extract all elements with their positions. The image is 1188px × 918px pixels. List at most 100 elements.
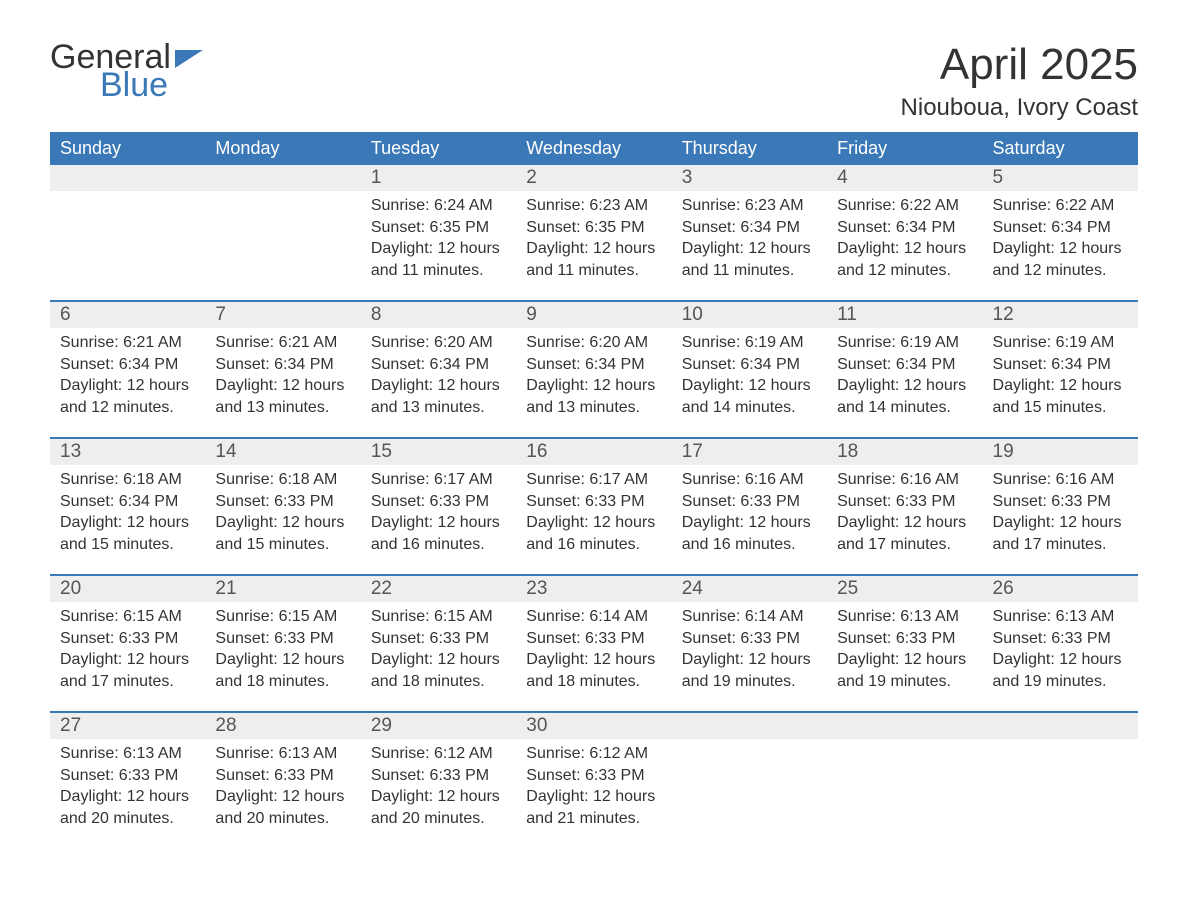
sunset-line: Sunset: 6:33 PM — [682, 491, 817, 513]
daylight-line: Daylight: 12 hours and 18 minutes. — [526, 649, 661, 692]
sunset-line: Sunset: 6:34 PM — [371, 354, 506, 376]
day-content-cell: Sunrise: 6:21 AMSunset: 6:34 PMDaylight:… — [50, 328, 205, 438]
sunrise-line: Sunrise: 6:18 AM — [60, 469, 195, 491]
content-row: Sunrise: 6:24 AMSunset: 6:35 PMDaylight:… — [50, 191, 1138, 301]
sunrise-line: Sunrise: 6:13 AM — [215, 743, 350, 765]
day-content-cell: Sunrise: 6:13 AMSunset: 6:33 PMDaylight:… — [50, 739, 205, 849]
calendar-body: 12345Sunrise: 6:24 AMSunset: 6:35 PMDayl… — [50, 165, 1138, 849]
sunrise-line: Sunrise: 6:22 AM — [837, 195, 972, 217]
sunrise-line: Sunrise: 6:19 AM — [682, 332, 817, 354]
sunrise-line: Sunrise: 6:13 AM — [837, 606, 972, 628]
day-number-cell — [205, 165, 360, 191]
daynum-row: 27282930 — [50, 712, 1138, 739]
day-number-cell: 16 — [516, 438, 671, 465]
day-number-cell: 24 — [672, 575, 827, 602]
sunrise-line: Sunrise: 6:15 AM — [371, 606, 506, 628]
day-content-cell: Sunrise: 6:22 AMSunset: 6:34 PMDaylight:… — [827, 191, 982, 301]
daylight-line: Daylight: 12 hours and 17 minutes. — [60, 649, 195, 692]
sunset-line: Sunset: 6:34 PM — [837, 354, 972, 376]
sunrise-line: Sunrise: 6:21 AM — [60, 332, 195, 354]
sunrise-line: Sunrise: 6:13 AM — [993, 606, 1128, 628]
day-number-cell: 18 — [827, 438, 982, 465]
sunset-line: Sunset: 6:33 PM — [526, 628, 661, 650]
daylight-line: Daylight: 12 hours and 13 minutes. — [215, 375, 350, 418]
sunrise-line: Sunrise: 6:23 AM — [526, 195, 661, 217]
sunset-line: Sunset: 6:33 PM — [215, 628, 350, 650]
sunset-line: Sunset: 6:34 PM — [837, 217, 972, 239]
day-content-cell: Sunrise: 6:16 AMSunset: 6:33 PMDaylight:… — [827, 465, 982, 575]
day-number-cell: 20 — [50, 575, 205, 602]
day-content-cell: Sunrise: 6:18 AMSunset: 6:34 PMDaylight:… — [50, 465, 205, 575]
day-content-cell: Sunrise: 6:20 AMSunset: 6:34 PMDaylight:… — [361, 328, 516, 438]
sunset-line: Sunset: 6:35 PM — [526, 217, 661, 239]
day-number-cell — [827, 712, 982, 739]
sunset-line: Sunset: 6:34 PM — [993, 217, 1128, 239]
day-content-cell: Sunrise: 6:13 AMSunset: 6:33 PMDaylight:… — [205, 739, 360, 849]
sunrise-line: Sunrise: 6:13 AM — [60, 743, 195, 765]
logo-word-blue: Blue — [100, 68, 203, 102]
daylight-line: Daylight: 12 hours and 12 minutes. — [60, 375, 195, 418]
sunset-line: Sunset: 6:34 PM — [526, 354, 661, 376]
day-content-cell — [205, 191, 360, 301]
day-number-cell: 27 — [50, 712, 205, 739]
sunrise-line: Sunrise: 6:24 AM — [371, 195, 506, 217]
daylight-line: Daylight: 12 hours and 21 minutes. — [526, 786, 661, 829]
daylight-line: Daylight: 12 hours and 19 minutes. — [837, 649, 972, 692]
sunset-line: Sunset: 6:33 PM — [60, 628, 195, 650]
sunrise-line: Sunrise: 6:14 AM — [682, 606, 817, 628]
sunrise-line: Sunrise: 6:19 AM — [837, 332, 972, 354]
sunset-line: Sunset: 6:34 PM — [993, 354, 1128, 376]
sunset-line: Sunset: 6:35 PM — [371, 217, 506, 239]
sunrise-line: Sunrise: 6:12 AM — [526, 743, 661, 765]
title-block: April 2025 Niouboua, Ivory Coast — [901, 40, 1138, 122]
day-content-cell — [827, 739, 982, 849]
sunrise-line: Sunrise: 6:20 AM — [371, 332, 506, 354]
location-subtitle: Niouboua, Ivory Coast — [901, 94, 1138, 122]
day-number-cell: 14 — [205, 438, 360, 465]
daylight-line: Daylight: 12 hours and 19 minutes. — [682, 649, 817, 692]
logo-triangle-icon — [175, 50, 203, 68]
daynum-row: 6789101112 — [50, 301, 1138, 328]
sunset-line: Sunset: 6:33 PM — [837, 628, 972, 650]
sunrise-line: Sunrise: 6:22 AM — [993, 195, 1128, 217]
day-number-cell: 17 — [672, 438, 827, 465]
day-content-cell: Sunrise: 6:18 AMSunset: 6:33 PMDaylight:… — [205, 465, 360, 575]
day-content-cell: Sunrise: 6:13 AMSunset: 6:33 PMDaylight:… — [827, 602, 982, 712]
sunrise-line: Sunrise: 6:17 AM — [526, 469, 661, 491]
weekday-header: Friday — [827, 132, 982, 165]
sunset-line: Sunset: 6:33 PM — [215, 765, 350, 787]
sunset-line: Sunset: 6:33 PM — [526, 491, 661, 513]
day-number-cell: 23 — [516, 575, 671, 602]
day-number-cell: 26 — [983, 575, 1138, 602]
daylight-line: Daylight: 12 hours and 17 minutes. — [993, 512, 1128, 555]
day-number-cell: 30 — [516, 712, 671, 739]
day-content-cell: Sunrise: 6:21 AMSunset: 6:34 PMDaylight:… — [205, 328, 360, 438]
sunrise-line: Sunrise: 6:17 AM — [371, 469, 506, 491]
day-number-cell: 28 — [205, 712, 360, 739]
daylight-line: Daylight: 12 hours and 14 minutes. — [682, 375, 817, 418]
sunset-line: Sunset: 6:34 PM — [60, 354, 195, 376]
calendar-table: SundayMondayTuesdayWednesdayThursdayFrid… — [50, 132, 1138, 849]
sunrise-line: Sunrise: 6:21 AM — [215, 332, 350, 354]
day-content-cell: Sunrise: 6:15 AMSunset: 6:33 PMDaylight:… — [50, 602, 205, 712]
weekday-header-row: SundayMondayTuesdayWednesdayThursdayFrid… — [50, 132, 1138, 165]
day-content-cell: Sunrise: 6:19 AMSunset: 6:34 PMDaylight:… — [827, 328, 982, 438]
daylight-line: Daylight: 12 hours and 15 minutes. — [60, 512, 195, 555]
weekday-header: Thursday — [672, 132, 827, 165]
sunset-line: Sunset: 6:34 PM — [60, 491, 195, 513]
daylight-line: Daylight: 12 hours and 20 minutes. — [60, 786, 195, 829]
sunset-line: Sunset: 6:33 PM — [371, 628, 506, 650]
weekday-header: Monday — [205, 132, 360, 165]
day-content-cell: Sunrise: 6:24 AMSunset: 6:35 PMDaylight:… — [361, 191, 516, 301]
day-content-cell: Sunrise: 6:17 AMSunset: 6:33 PMDaylight:… — [361, 465, 516, 575]
day-number-cell: 12 — [983, 301, 1138, 328]
day-number-cell: 4 — [827, 165, 982, 191]
daylight-line: Daylight: 12 hours and 11 minutes. — [371, 238, 506, 281]
day-content-cell: Sunrise: 6:16 AMSunset: 6:33 PMDaylight:… — [983, 465, 1138, 575]
daylight-line: Daylight: 12 hours and 17 minutes. — [837, 512, 972, 555]
day-number-cell: 15 — [361, 438, 516, 465]
weekday-header: Saturday — [983, 132, 1138, 165]
day-content-cell: Sunrise: 6:12 AMSunset: 6:33 PMDaylight:… — [361, 739, 516, 849]
day-number-cell — [672, 712, 827, 739]
sunset-line: Sunset: 6:33 PM — [682, 628, 817, 650]
